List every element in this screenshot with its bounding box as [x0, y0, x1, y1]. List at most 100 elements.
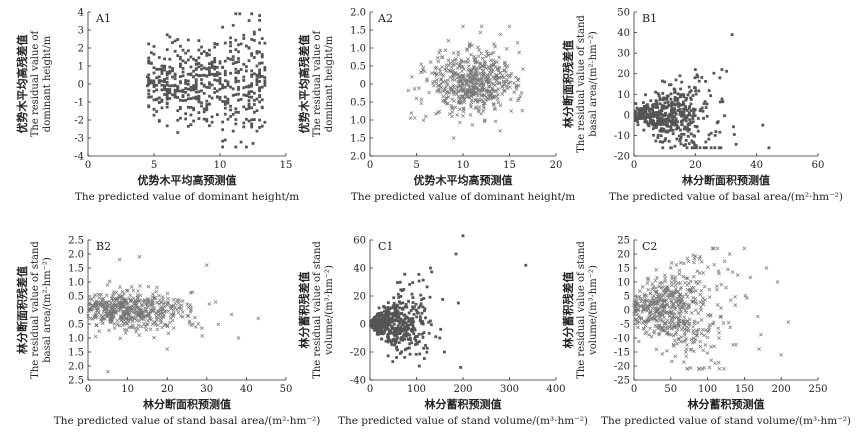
data-point — [642, 113, 646, 117]
data-point — [460, 74, 465, 78]
data-point — [171, 67, 174, 70]
data-point — [685, 343, 689, 347]
data-point — [255, 83, 259, 86]
data-point — [682, 93, 686, 97]
data-point — [171, 93, 174, 97]
data-point — [656, 136, 660, 139]
data-point — [465, 74, 470, 79]
data-point — [692, 260, 696, 265]
data-point — [638, 111, 642, 114]
data-point — [412, 312, 416, 316]
data-point — [713, 133, 717, 137]
data-point — [492, 42, 496, 46]
data-point — [645, 319, 649, 323]
data-point — [390, 340, 393, 344]
data-point — [215, 89, 219, 93]
data-point — [165, 33, 169, 37]
y-tick-label: -10 — [614, 131, 630, 142]
data-point — [454, 252, 458, 256]
data-point — [401, 307, 405, 311]
data-point — [408, 342, 412, 346]
data-point — [407, 299, 410, 303]
data-point — [700, 76, 704, 79]
data-point — [247, 19, 251, 23]
data-point — [400, 350, 403, 354]
data-point — [427, 331, 431, 335]
data-point — [422, 297, 426, 300]
data-point — [111, 298, 116, 303]
data-point — [194, 68, 198, 71]
data-point — [500, 92, 505, 96]
data-point — [454, 61, 459, 66]
data-point — [400, 328, 404, 332]
data-point — [441, 94, 446, 99]
y-tick-label: -20 — [350, 348, 366, 359]
data-point — [179, 75, 182, 79]
data-point — [494, 77, 499, 81]
data-point — [408, 116, 413, 121]
data-point — [664, 130, 668, 134]
data-point — [468, 42, 472, 46]
data-point — [669, 261, 674, 265]
data-point — [728, 298, 733, 303]
data-point — [208, 69, 211, 73]
data-point — [645, 303, 650, 308]
data-point — [456, 301, 460, 305]
y-axis-title-line: basal area/(m²·hm⁻²) — [588, 31, 599, 137]
data-point — [245, 145, 248, 149]
data-point — [179, 81, 182, 85]
data-point — [388, 307, 391, 311]
data-point — [450, 106, 455, 110]
data-point — [725, 69, 729, 73]
data-point — [119, 297, 124, 301]
data-point — [634, 111, 637, 115]
x-axis-title-zh: 优势木平均高预测值 — [138, 173, 237, 187]
data-point — [398, 306, 402, 310]
y-axis-title-line: The residual value of stand — [576, 241, 587, 379]
data-point — [679, 135, 683, 139]
data-point — [425, 285, 429, 289]
data-point — [664, 117, 668, 121]
data-point — [485, 77, 490, 82]
data-point — [386, 301, 390, 305]
data-point — [723, 114, 726, 118]
data-point — [215, 73, 219, 77]
data-point — [403, 326, 406, 329]
data-point — [173, 77, 177, 81]
data-point — [427, 320, 431, 324]
data-point — [417, 306, 421, 309]
data-point — [215, 95, 219, 99]
data-point — [634, 109, 637, 113]
data-point — [505, 83, 509, 88]
data-point — [717, 146, 721, 150]
data-point — [459, 58, 463, 63]
data-point — [716, 360, 721, 365]
data-point — [176, 310, 181, 315]
data-point — [113, 310, 117, 315]
data-point — [250, 52, 254, 55]
data-point — [693, 308, 698, 313]
data-point — [208, 124, 211, 128]
data-point — [200, 74, 203, 77]
data-point — [419, 302, 423, 306]
data-point — [636, 339, 641, 344]
data-point — [705, 102, 709, 106]
data-point — [252, 110, 256, 114]
data-point — [202, 91, 206, 95]
data-point — [652, 310, 657, 315]
data-point — [446, 58, 451, 63]
data-point — [474, 68, 478, 73]
data-point — [457, 107, 462, 112]
data-point — [648, 326, 652, 331]
data-point — [94, 301, 99, 305]
y-tick-label: 4 — [78, 8, 84, 19]
data-point — [685, 116, 689, 120]
data-point — [409, 309, 413, 312]
data-point — [197, 62, 201, 65]
data-point — [703, 298, 708, 302]
data-point — [380, 337, 384, 341]
data-point — [444, 69, 448, 73]
data-point — [152, 52, 156, 56]
